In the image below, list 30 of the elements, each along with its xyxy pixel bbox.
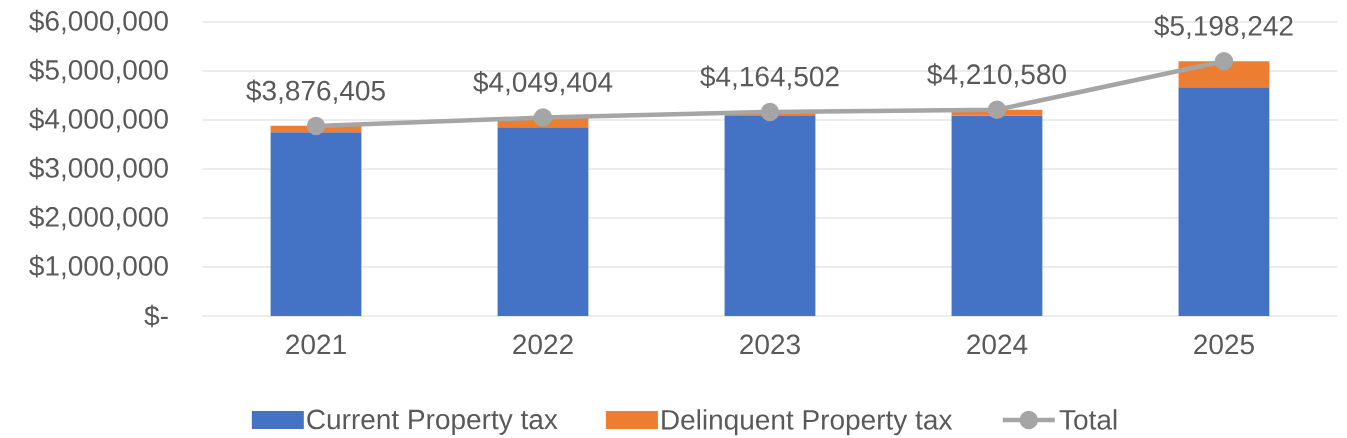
x-tick-label: 2023	[740, 334, 800, 355]
x-tick-label: 2022	[513, 334, 573, 355]
point	[760, 102, 780, 122]
x-tick-label: 2025	[1194, 334, 1254, 355]
point	[987, 100, 1007, 119]
data-label: $4,049,404	[473, 71, 613, 96]
y-tick-label: $2,000,000	[29, 205, 168, 231]
point	[1214, 52, 1234, 71]
data-label: $5,198,242	[1154, 14, 1293, 40]
data-label: $4,164,502	[700, 65, 839, 90]
y-tick-label: $1,000,000	[29, 254, 168, 280]
bar	[497, 127, 589, 316]
y-tick-label: $-	[144, 304, 168, 328]
data-label: $3,876,405	[246, 79, 385, 104]
bar	[1178, 87, 1270, 316]
bar	[724, 116, 816, 316]
bar	[951, 115, 1043, 316]
x-tick-label: 2024	[967, 334, 1028, 355]
bar	[270, 132, 362, 316]
data-label: $4,210,580	[927, 63, 1066, 88]
legend-label: Total	[1059, 409, 1117, 430]
x-tick-label: 2021	[286, 334, 346, 355]
legend-label: Delinquent Property tax	[662, 409, 953, 436]
point	[533, 108, 553, 127]
y-tick-label: $6,000,000	[29, 9, 168, 35]
point	[306, 116, 326, 136]
y-tick-label: $4,000,000	[29, 107, 168, 133]
legend-label: Current Property tax	[307, 409, 558, 435]
y-tick-label: $5,000,000	[29, 58, 168, 84]
y-tick-label: $3,000,000	[29, 156, 168, 182]
